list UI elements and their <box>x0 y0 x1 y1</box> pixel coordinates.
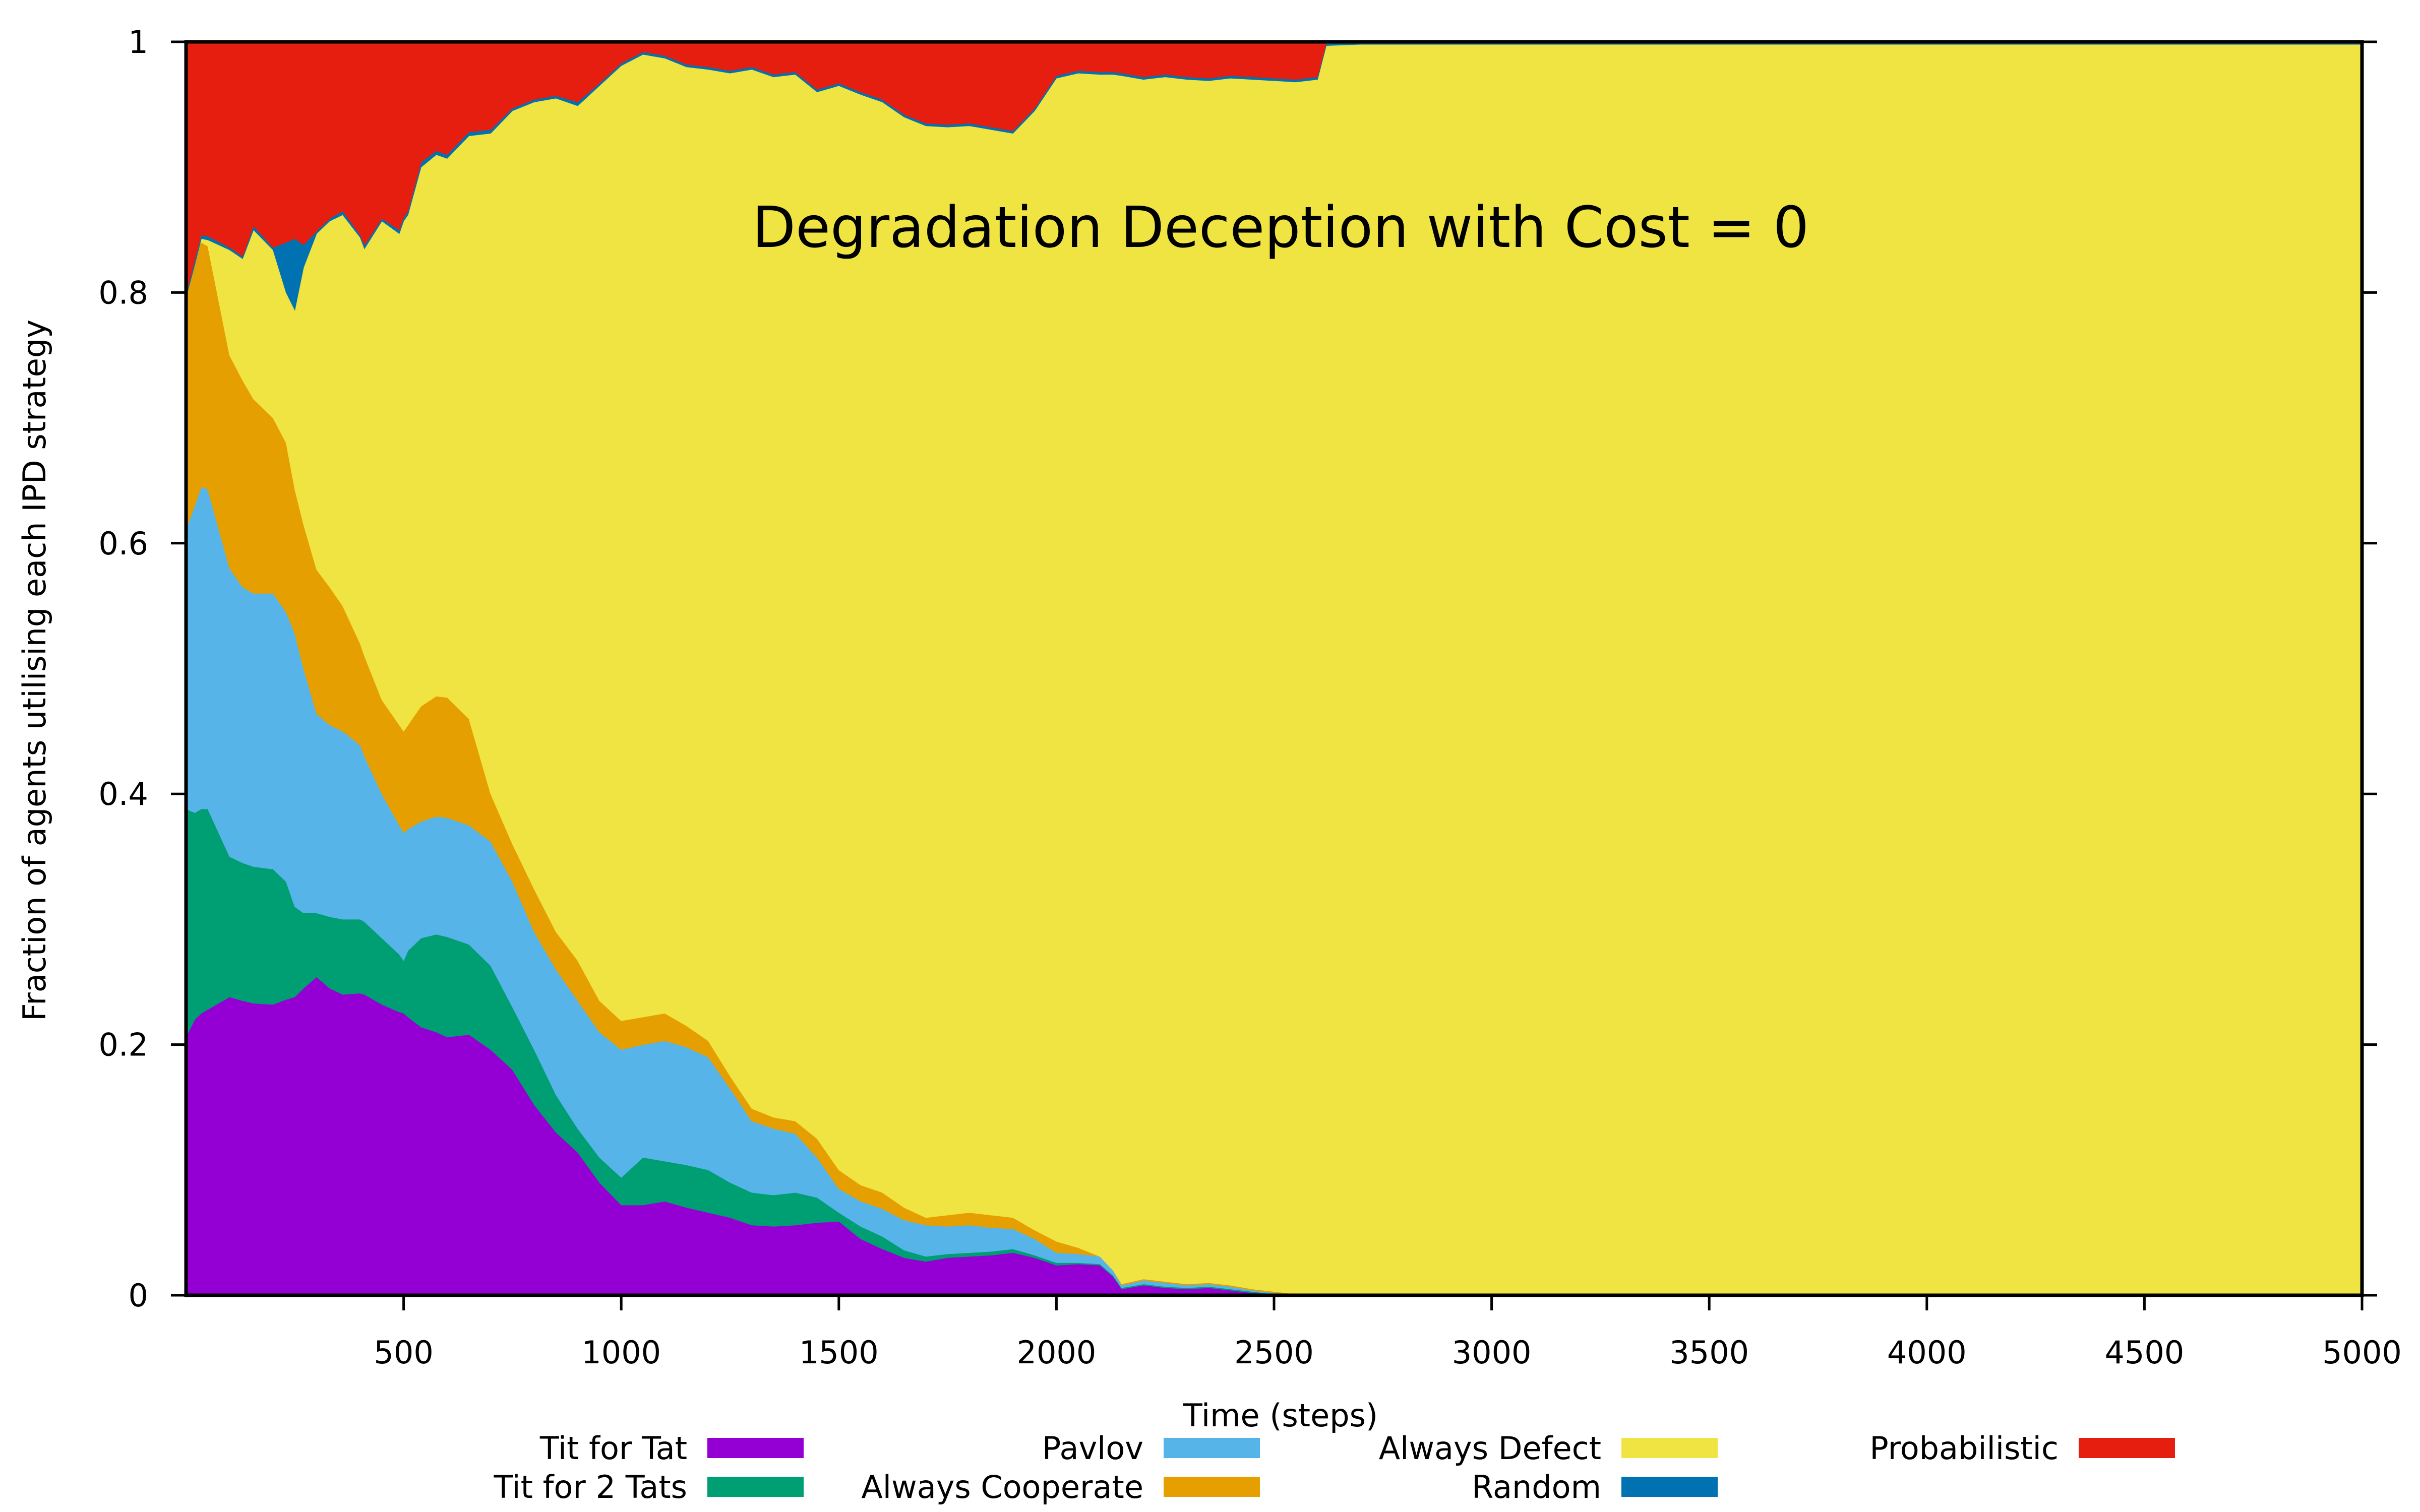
x-tick-label: 1500 <box>799 1334 879 1371</box>
legend-item-tit-for-2-tats: Tit for 2 Tats <box>493 1469 804 1505</box>
y-tick-label: 0.4 <box>98 776 148 812</box>
y-tick-label: 0 <box>129 1277 148 1314</box>
x-tick-label: 2500 <box>1234 1334 1314 1371</box>
x-axis-label: Time (steps) <box>1183 1397 1378 1434</box>
chart-title: Degradation Deception with Cost = 0 <box>752 195 1809 261</box>
legend-swatch <box>1164 1477 1260 1497</box>
x-tick-label: 5000 <box>2322 1334 2402 1371</box>
x-tick-label: 1000 <box>581 1334 661 1371</box>
y-axis-ticks: 0 0.2 0.4 0.6 0.8 1 <box>98 24 2377 1314</box>
legend-swatch <box>1621 1477 1718 1497</box>
x-tick-label: 4500 <box>2105 1334 2185 1371</box>
legend-swatch <box>707 1477 804 1497</box>
y-tick-label: 0.6 <box>98 525 148 562</box>
legend-swatch <box>1164 1438 1260 1458</box>
legend-item-random: Random <box>1472 1469 1718 1505</box>
x-tick-label: 3500 <box>1669 1334 1749 1371</box>
y-tick-label: 1 <box>129 24 148 60</box>
legend-item-always-cooperate: Always Cooperate <box>861 1469 1260 1505</box>
legend-item-tit-for-tat: Tit for Tat <box>539 1430 804 1467</box>
x-tick-label: 3000 <box>1452 1334 1532 1371</box>
area-layers <box>186 41 2363 1296</box>
legend-label: Always Defect <box>1379 1430 1601 1467</box>
legend-label: Probabilistic <box>1869 1430 2059 1467</box>
legend-label: Tit for Tat <box>539 1430 687 1467</box>
legend-label: Always Cooperate <box>861 1469 1143 1505</box>
legend-item-probabilistic: Probabilistic <box>1869 1430 2175 1467</box>
legend-swatch <box>1621 1438 1718 1458</box>
y-tick-label: 0.8 <box>98 274 148 311</box>
legend-label: Random <box>1472 1469 1601 1505</box>
legend-swatch <box>707 1438 804 1458</box>
legend-label: Tit for 2 Tats <box>493 1469 687 1505</box>
x-tick-label: 4000 <box>1887 1334 1967 1371</box>
legend-item-always-defect: Always Defect <box>1379 1430 1718 1467</box>
legend-swatch <box>2079 1438 2175 1458</box>
legend: Tit for Tat Pavlov Always Defect Probabilis… <box>493 1430 2175 1505</box>
legend-label: Pavlov <box>1042 1430 1143 1467</box>
y-axis-label: Fraction of agents utilising each IPD st… <box>16 320 53 1021</box>
x-tick-label: 2000 <box>1017 1334 1097 1371</box>
x-tick-label: 500 <box>374 1334 433 1371</box>
y-tick-label: 0.2 <box>98 1027 148 1063</box>
legend-item-pavlov: Pavlov <box>1042 1430 1260 1467</box>
x-axis-ticks: 500 1000 1500 2000 2500 3000 3500 4000 4500 5000 <box>374 1295 2402 1371</box>
